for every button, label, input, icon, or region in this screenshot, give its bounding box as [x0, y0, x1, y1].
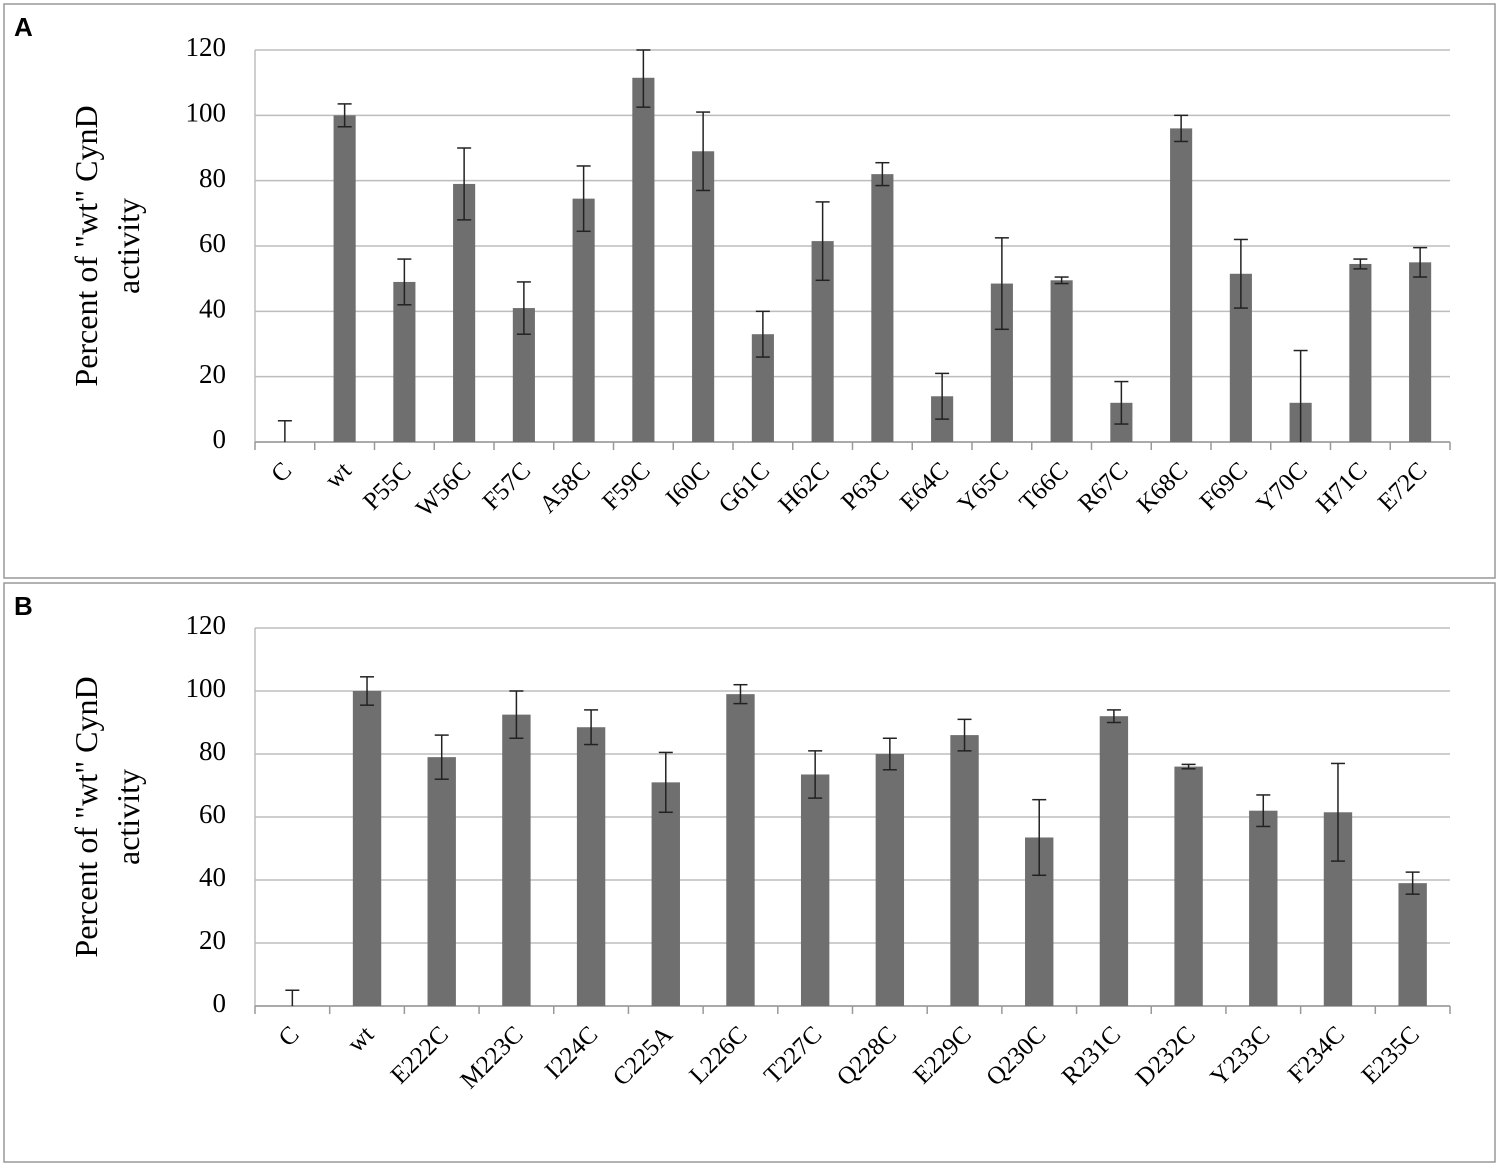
y-axis-label: Percent of "wt" CynD [68, 676, 104, 957]
bar [1050, 280, 1073, 442]
y-axis-label: activity [110, 769, 146, 865]
bar [990, 283, 1013, 442]
y-tick-label: 20 [199, 359, 226, 389]
bar [572, 198, 595, 442]
bar [1249, 810, 1278, 1006]
y-tick-label: 80 [199, 163, 226, 193]
bar [751, 334, 774, 442]
panel-label: A [14, 12, 33, 42]
y-tick-label: 0 [213, 988, 227, 1018]
bar [651, 782, 680, 1006]
bar [1170, 128, 1193, 442]
bar [393, 281, 416, 442]
y-tick-label: 60 [199, 799, 226, 829]
bar [333, 115, 356, 442]
bar [453, 183, 476, 442]
bar [875, 754, 905, 1006]
bar [427, 757, 456, 1006]
y-axis-label: Percent of "wt" CynD [68, 105, 104, 386]
y-tick-label: 40 [199, 862, 226, 892]
y-tick-label: 20 [199, 925, 226, 955]
y-tick-label: 60 [199, 228, 226, 258]
y-tick-label: 100 [186, 673, 227, 703]
bar [726, 694, 755, 1006]
bar [811, 241, 834, 442]
bar [1398, 883, 1427, 1006]
y-tick-label: 0 [213, 424, 227, 454]
bar [1099, 716, 1129, 1006]
bar [1409, 262, 1432, 442]
bar [576, 727, 606, 1006]
panel-label: B [14, 591, 33, 621]
y-tick-label: 40 [199, 294, 226, 324]
bar [632, 77, 655, 443]
bar [1349, 263, 1372, 442]
y-axis-label: activity [110, 198, 146, 294]
bar [1174, 766, 1203, 1006]
bar [352, 691, 382, 1006]
y-tick-label: 120 [186, 32, 227, 62]
bar [692, 151, 715, 442]
y-tick-label: 120 [186, 610, 227, 640]
bar [871, 174, 894, 442]
bar [950, 735, 979, 1006]
bar [1229, 273, 1252, 442]
bar [502, 714, 531, 1006]
bar [800, 774, 830, 1006]
bar [512, 308, 535, 442]
y-tick-label: 80 [199, 736, 226, 766]
y-tick-label: 100 [186, 98, 227, 128]
